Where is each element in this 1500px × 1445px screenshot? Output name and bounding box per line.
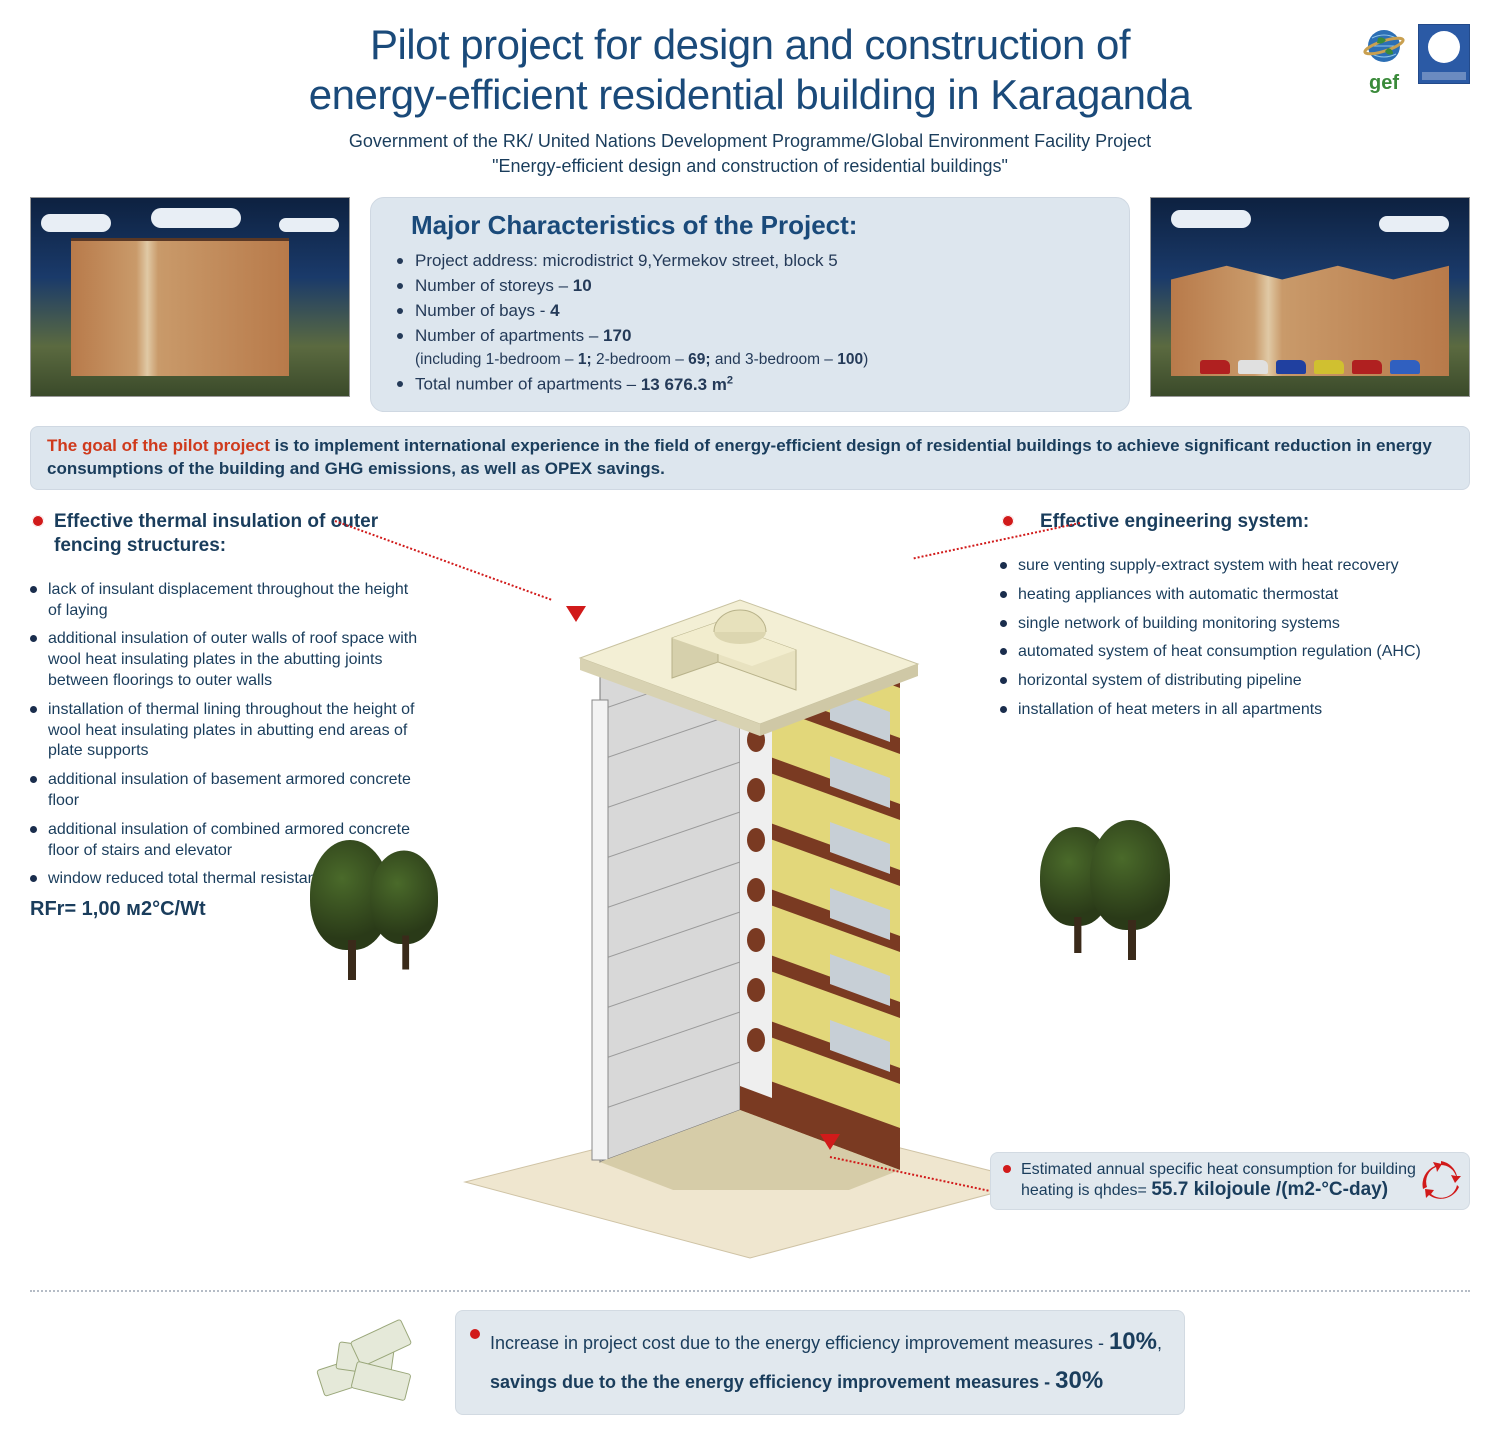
feat-item: additional insulation of basement armore… <box>30 766 420 816</box>
heat-consumption-box: Estimated annual specific heat consumpti… <box>990 1152 1470 1210</box>
subtitle-line-2: "Energy-efficient design and constructio… <box>492 156 1008 176</box>
logo-group: gef <box>1360 24 1470 95</box>
render-image-left <box>30 197 350 397</box>
top-row: Major Characteristics of the Project: Pr… <box>30 197 1470 412</box>
title-line-2: energy-efficient residential building in… <box>309 71 1192 118</box>
arrow-icon <box>820 1134 840 1150</box>
char-item: Total number of apartments – 13 676.3 m2 <box>393 372 1107 398</box>
undp-logo <box>1418 24 1470 84</box>
trees-left <box>310 840 444 985</box>
feat-item: installation of heat meters in all apart… <box>1000 696 1470 725</box>
title-line-1: Pilot project for design and constructio… <box>370 21 1130 68</box>
arrow-icon <box>566 606 586 622</box>
feat-item: additional insulation of outer walls of … <box>30 625 420 695</box>
characteristics-title: Major Characteristics of the Project: <box>411 210 1107 241</box>
feat-item: sure venting supply-extract system with … <box>1000 552 1470 581</box>
subtitle-line-1: Government of the RK/ United Nations Dev… <box>349 131 1151 151</box>
feat-item: single network of building monitoring sy… <box>1000 610 1470 639</box>
feat-item: installation of thermal lining throughou… <box>30 696 420 766</box>
engineering-block: Effective engineering system: sure venti… <box>1000 510 1470 725</box>
engineering-list: sure venting supply-extract system with … <box>1000 552 1470 725</box>
char-item: Number of bays - 4 <box>393 299 1107 324</box>
feat-item: horizontal system of distributing pipeli… <box>1000 667 1470 696</box>
feat-item: lack of insulant displacement throughout… <box>30 576 420 626</box>
feat-item: heating appliances with automatic thermo… <box>1000 581 1470 610</box>
goal-bar: The goal of the pilot project is to impl… <box>30 426 1470 490</box>
cost-line1-pre: Increase in project cost due to the ener… <box>490 1333 1109 1353</box>
page-subtitle: Government of the RK/ United Nations Dev… <box>30 129 1470 179</box>
goal-lead: The goal of the pilot project <box>47 436 270 455</box>
header: Pilot project for design and constructio… <box>30 20 1470 179</box>
bottom-row: Increase in project cost due to the ener… <box>30 1310 1470 1415</box>
globe-icon <box>1360 24 1408 72</box>
characteristics-panel: Major Characteristics of the Project: Pr… <box>370 197 1130 412</box>
characteristics-list: Project address: microdistrict 9,Yermeko… <box>393 249 1107 397</box>
building-illustration <box>540 550 960 1190</box>
char-item: Project address: microdistrict 9,Yermeko… <box>393 249 1107 274</box>
cost-box: Increase in project cost due to the ener… <box>455 1310 1185 1415</box>
middle-section: Effective thermal insulation of outer fe… <box>30 510 1470 1280</box>
infographic-page: Pilot project for design and constructio… <box>0 0 1500 1445</box>
render-image-right <box>1150 197 1470 397</box>
heat-value: 55.7 kilojoule /(m2-°C-day) <box>1151 1179 1388 1200</box>
divider <box>30 1290 1470 1292</box>
page-title: Pilot project for design and constructio… <box>30 20 1470 121</box>
cost-line2-pre: savings due to the the energy efficiency… <box>490 1372 1055 1392</box>
money-icon <box>315 1323 415 1403</box>
char-item: Number of storeys – 10 <box>393 274 1107 299</box>
gef-logo: gef <box>1360 24 1408 95</box>
cost-line1-suf: , <box>1157 1333 1162 1353</box>
trees-right <box>1036 820 1170 965</box>
cost-line2-pct: 30% <box>1055 1367 1103 1394</box>
cost-line1-pct: 10% <box>1109 1328 1157 1355</box>
recycle-icon <box>1421 1161 1461 1201</box>
insulation-title: Effective thermal insulation of outer fe… <box>30 510 420 558</box>
gef-label: gef <box>1369 72 1399 95</box>
feat-item: automated system of heat consumption reg… <box>1000 638 1470 667</box>
engineering-title: Effective engineering system: <box>1000 510 1470 534</box>
char-item: Number of apartments – 170(including 1-b… <box>393 324 1107 372</box>
